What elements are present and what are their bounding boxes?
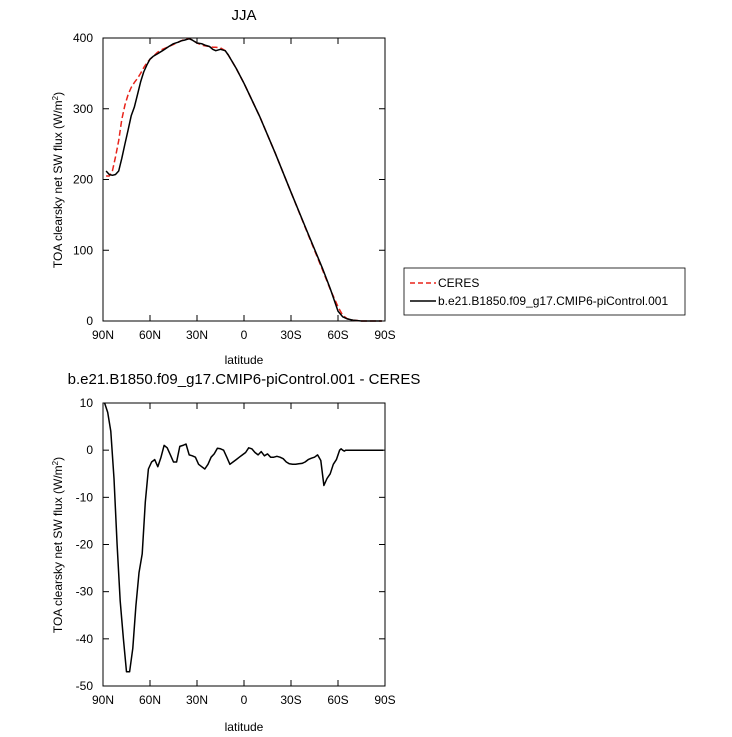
top-plot-frame <box>102 37 386 322</box>
bottom-y-axis-label: TOA clearsky net SW flux (W/m2) <box>51 457 66 633</box>
top-series-line-1 <box>105 37 382 322</box>
top-series-lines <box>105 37 382 322</box>
legend: CERES b.e21.B1850.f09_g17.CMIP6-piContro… <box>403 267 686 316</box>
bottom-x-tick-label: 0 <box>241 693 248 707</box>
top-x-tick-label: 90S <box>374 328 395 342</box>
top-x-tick-label: 90N <box>92 328 114 342</box>
bottom-y-tick-label: -40 <box>76 632 94 646</box>
top-x-axis-label: latitude <box>225 353 264 367</box>
bottom-x-tick-label: 60N <box>139 693 161 707</box>
bottom-y-ticks: 10 0 -10 -20 -30 -40 -50 <box>76 396 385 693</box>
bottom-x-axis-label: latitude <box>225 720 264 734</box>
top-y-ticks: 0 100 200 300 400 <box>73 31 385 328</box>
top-series-line-0 <box>106 37 382 322</box>
top-x-ticks: 90N 60N 30N 0 30S 60S 90S <box>92 38 396 342</box>
legend-label-ceres: CERES <box>438 276 479 290</box>
bottom-x-tick-label: 90S <box>374 693 395 707</box>
legend-label-model: b.e21.B1850.f09_g17.CMIP6-piControl.001 <box>438 294 668 308</box>
bottom-x-tick-label: 30S <box>280 693 301 707</box>
bottom-chart-title: b.e21.B1850.f09_g17.CMIP6-piControl.001 … <box>68 371 421 388</box>
bottom-series-lines <box>103 402 384 673</box>
top-y-tick-label: 300 <box>73 102 93 116</box>
bottom-plot-frame <box>102 402 386 687</box>
bottom-x-ticks: 90N 60N 30N 0 30S 60S 90S <box>92 403 396 707</box>
bottom-y-tick-label: -30 <box>76 585 94 599</box>
top-x-tick-label: 0 <box>241 328 248 342</box>
top-y-axis-label: TOA clearsky net SW flux (W/m2) <box>51 92 66 268</box>
top-y-tick-label: 100 <box>73 243 93 257</box>
bottom-x-tick-label: 90N <box>92 693 114 707</box>
bottom-y-tick-label: -10 <box>76 490 94 504</box>
bottom-y-tick-label: 0 <box>86 443 93 457</box>
top-x-tick-label: 60N <box>139 328 161 342</box>
top-x-tick-label: 30N <box>186 328 208 342</box>
bottom-series-line-0 <box>103 402 384 673</box>
bottom-y-tick-label: 10 <box>80 396 94 410</box>
top-chart-title: JJA <box>231 7 256 24</box>
top-x-tick-label: 30S <box>280 328 301 342</box>
legend-box <box>403 267 686 316</box>
bottom-y-tick-label: -50 <box>76 679 94 693</box>
top-y-tick-label: 400 <box>73 31 93 45</box>
top-y-tick-label: 200 <box>73 173 93 187</box>
bottom-x-tick-label: 30N <box>186 693 208 707</box>
bottom-chart: b.e21.B1850.f09_g17.CMIP6-piControl.001 … <box>51 371 421 734</box>
bottom-y-tick-label: -20 <box>76 538 94 552</box>
top-x-tick-label: 60S <box>327 328 348 342</box>
bottom-x-tick-label: 60S <box>327 693 348 707</box>
top-y-tick-label: 0 <box>86 314 93 328</box>
top-chart: JJA 90N 60N 30N 0 30S 60S 90S 0 100 200 300 400 la… <box>51 7 396 367</box>
